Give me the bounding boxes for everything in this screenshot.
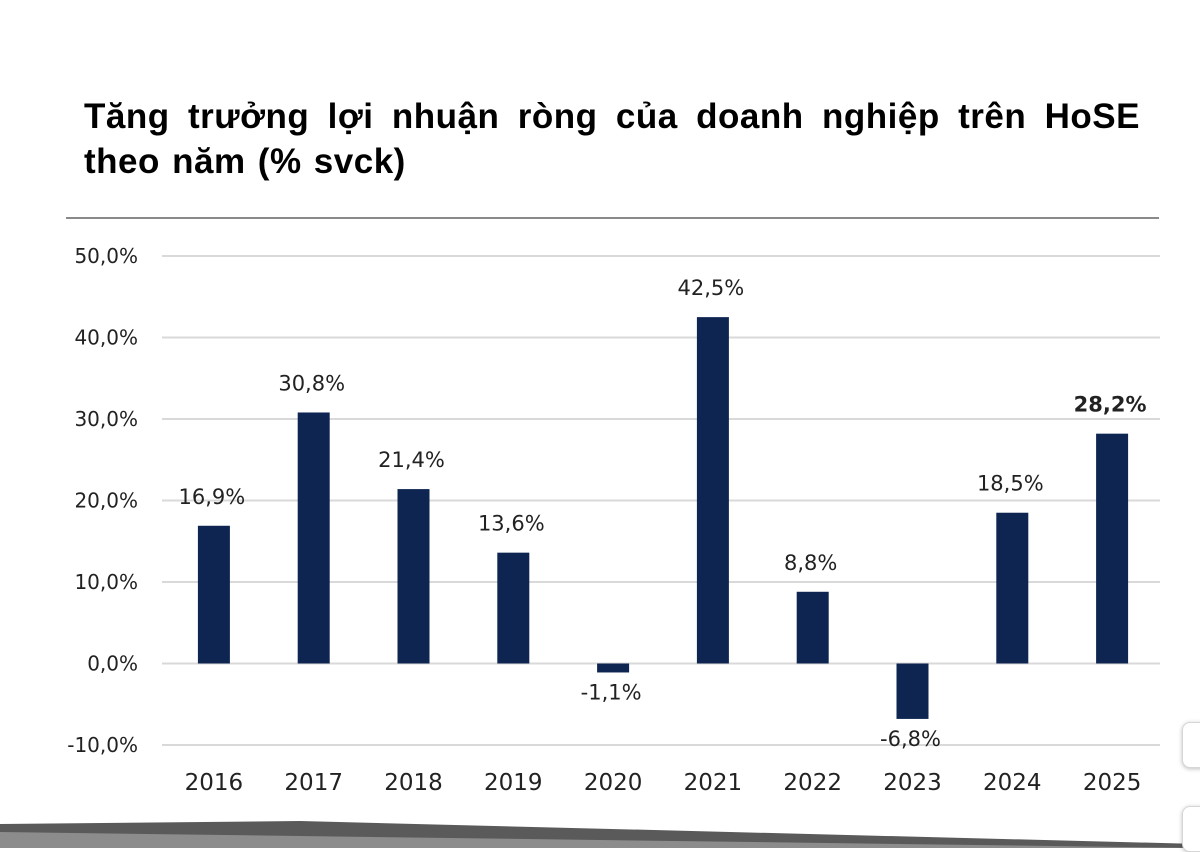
data-label: 16,9% <box>179 485 246 509</box>
bar <box>1096 433 1129 664</box>
chart-title: Tăng trưởng lợi nhuận ròng của doanh ngh… <box>84 97 1140 181</box>
data-label: -1,1% <box>581 680 642 704</box>
data-label: 21,4% <box>378 448 445 472</box>
data-label: 8,8% <box>784 551 837 575</box>
bar <box>696 317 729 664</box>
edge-widget-handle-2[interactable] <box>1182 806 1200 852</box>
bar <box>197 525 230 664</box>
data-label: 13,6% <box>478 512 545 536</box>
bar <box>397 489 430 664</box>
data-label: 30,8% <box>278 371 345 395</box>
title-divider <box>66 217 1159 219</box>
x-tick-label: 2022 <box>783 770 842 796</box>
y-tick-label: 20,0% <box>74 489 138 513</box>
bar <box>597 663 630 673</box>
data-label: -6,8% <box>880 727 941 751</box>
x-tick-label: 2023 <box>883 770 942 796</box>
bar <box>996 512 1029 664</box>
data-label: 18,5% <box>977 472 1044 496</box>
y-tick-label: 50,0% <box>74 244 138 268</box>
x-tick-label: 2017 <box>284 770 343 796</box>
y-tick-label: 40,0% <box>74 326 138 350</box>
x-tick-label: 2025 <box>1083 770 1142 796</box>
x-tick-label: 2019 <box>484 770 543 796</box>
data-label: 42,5% <box>678 276 745 300</box>
x-tick-label: 2024 <box>983 770 1042 796</box>
bar <box>896 663 929 719</box>
x-tick-label: 2018 <box>384 770 443 796</box>
y-tick-label: 30,0% <box>74 407 138 431</box>
x-tick-label: 2020 <box>584 770 643 796</box>
x-tick-label: 2021 <box>684 770 743 796</box>
y-tick-label: -10,0% <box>67 733 138 757</box>
data-label: 28,2% <box>1074 393 1147 417</box>
bottom-decor-band <box>0 821 1200 848</box>
bar <box>297 412 330 664</box>
y-tick-label: 10,0% <box>74 570 138 594</box>
y-tick-label: 0,0% <box>87 652 138 676</box>
edge-widget-handle[interactable] <box>1182 722 1200 768</box>
bar <box>796 591 829 664</box>
bar <box>497 552 530 664</box>
x-tick-label: 2016 <box>185 770 244 796</box>
